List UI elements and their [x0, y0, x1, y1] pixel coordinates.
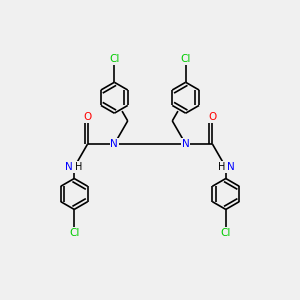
Text: N: N: [227, 162, 235, 172]
Text: Cl: Cl: [109, 54, 119, 64]
Text: Cl: Cl: [181, 54, 191, 64]
Text: H: H: [75, 162, 82, 172]
Text: O: O: [83, 112, 92, 122]
Text: N: N: [65, 162, 73, 172]
Text: N: N: [182, 139, 190, 149]
Text: Cl: Cl: [220, 228, 231, 238]
Text: N: N: [110, 139, 118, 149]
Text: O: O: [208, 112, 217, 122]
Text: Cl: Cl: [69, 228, 80, 238]
Text: H: H: [218, 162, 225, 172]
